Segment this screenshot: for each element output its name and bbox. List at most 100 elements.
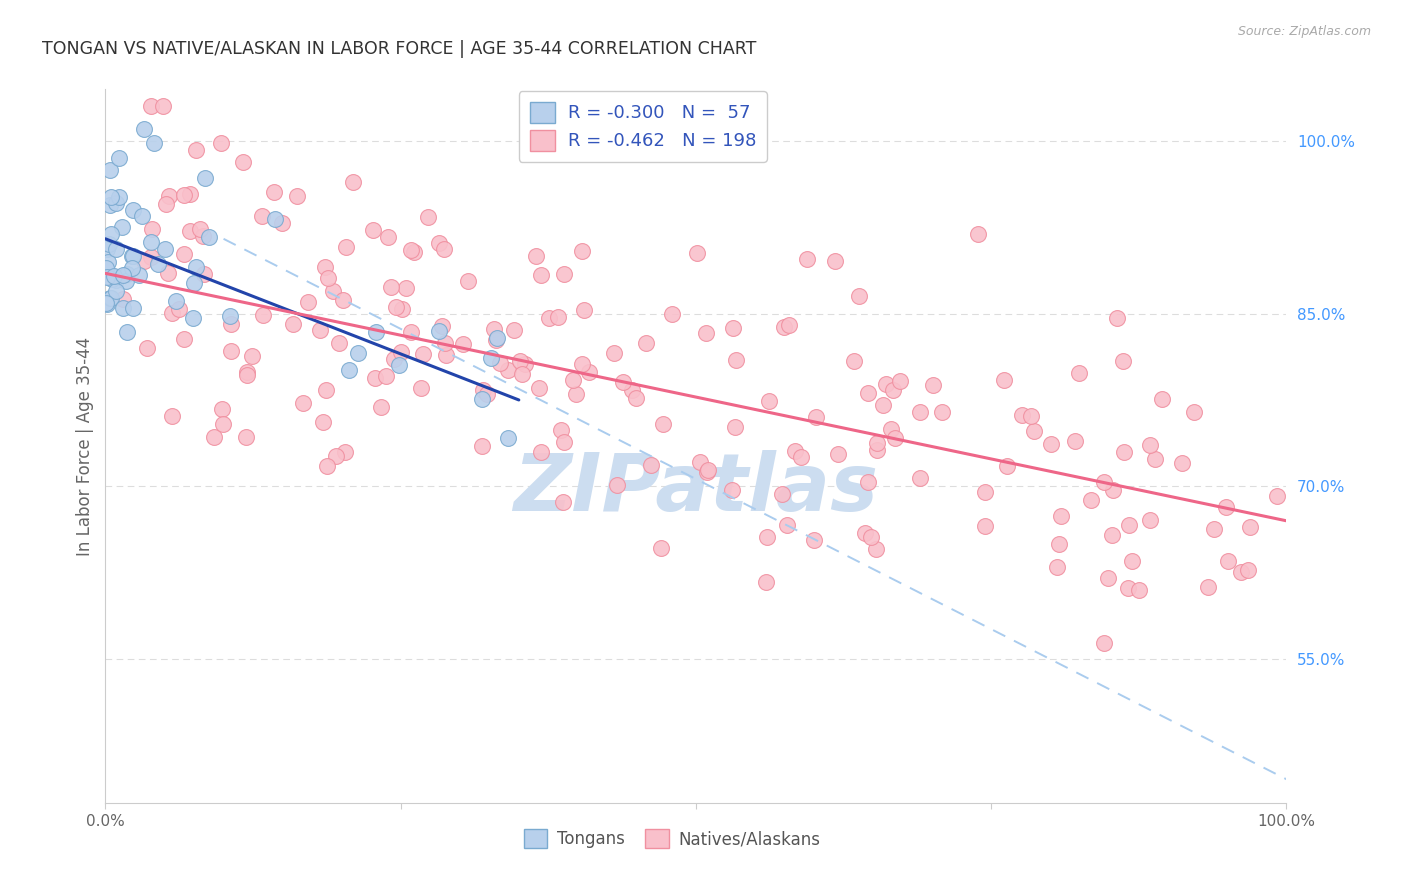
Point bbox=[1021, 409, 1043, 423]
Point bbox=[427, 324, 450, 338]
Point bbox=[412, 347, 434, 361]
Point bbox=[574, 303, 596, 318]
Point bbox=[842, 354, 865, 368]
Point bbox=[186, 143, 208, 157]
Point bbox=[724, 420, 747, 434]
Point bbox=[139, 235, 162, 249]
Point bbox=[117, 325, 139, 339]
Point bbox=[328, 336, 350, 351]
Point bbox=[1197, 580, 1219, 594]
Point bbox=[335, 445, 357, 459]
Point bbox=[796, 252, 818, 267]
Point bbox=[758, 393, 780, 408]
Point bbox=[889, 375, 911, 389]
Point bbox=[98, 237, 121, 252]
Point bbox=[96, 269, 118, 284]
Point bbox=[547, 310, 569, 325]
Point bbox=[721, 321, 744, 335]
Point bbox=[152, 99, 174, 113]
Point bbox=[931, 405, 953, 419]
Point bbox=[1069, 366, 1091, 380]
Point bbox=[221, 317, 243, 331]
Point bbox=[193, 267, 215, 281]
Point bbox=[416, 211, 439, 225]
Point bbox=[848, 289, 870, 303]
Point bbox=[553, 495, 575, 509]
Point bbox=[650, 541, 672, 555]
Point bbox=[686, 246, 709, 260]
Point bbox=[530, 445, 553, 459]
Point bbox=[391, 301, 413, 316]
Point bbox=[824, 253, 846, 268]
Point bbox=[399, 243, 422, 257]
Point bbox=[578, 365, 600, 379]
Point bbox=[173, 188, 195, 202]
Point bbox=[856, 475, 879, 489]
Point bbox=[337, 362, 360, 376]
Point bbox=[1139, 512, 1161, 526]
Point bbox=[111, 219, 134, 234]
Point bbox=[252, 308, 274, 322]
Point bbox=[1171, 456, 1194, 470]
Point bbox=[100, 162, 122, 177]
Point bbox=[1022, 424, 1045, 438]
Point bbox=[105, 284, 128, 298]
Point bbox=[565, 386, 588, 401]
Point bbox=[134, 122, 156, 136]
Point bbox=[485, 334, 508, 348]
Text: TONGAN VS NATIVE/ALASKAN IN LABOR FORCE | AGE 35-44 CORRELATION CHART: TONGAN VS NATIVE/ALASKAN IN LABOR FORCE … bbox=[42, 40, 756, 58]
Point bbox=[537, 310, 560, 325]
Point bbox=[910, 405, 932, 419]
Point bbox=[121, 249, 143, 263]
Point bbox=[188, 222, 211, 236]
Point bbox=[115, 267, 138, 281]
Point bbox=[785, 443, 807, 458]
Point bbox=[263, 185, 285, 199]
Point bbox=[236, 365, 259, 379]
Y-axis label: In Labor Force | Age 35-44: In Labor Force | Age 35-44 bbox=[76, 336, 94, 556]
Point bbox=[860, 531, 883, 545]
Point bbox=[1080, 493, 1102, 508]
Point bbox=[770, 487, 793, 501]
Point bbox=[621, 383, 644, 397]
Point bbox=[553, 267, 575, 281]
Point bbox=[395, 281, 418, 295]
Point bbox=[315, 459, 337, 474]
Point bbox=[1101, 527, 1123, 541]
Point bbox=[1092, 635, 1115, 649]
Point bbox=[148, 257, 170, 271]
Point bbox=[882, 383, 904, 397]
Point bbox=[121, 261, 143, 276]
Point bbox=[471, 383, 494, 397]
Point bbox=[973, 519, 995, 533]
Text: ZIPatlas: ZIPatlas bbox=[513, 450, 879, 528]
Point bbox=[366, 325, 388, 339]
Point bbox=[235, 429, 257, 443]
Point bbox=[240, 349, 263, 363]
Point bbox=[122, 301, 145, 315]
Point bbox=[100, 291, 122, 305]
Point bbox=[184, 260, 207, 275]
Point bbox=[156, 266, 179, 280]
Point bbox=[640, 458, 662, 472]
Point bbox=[105, 196, 128, 211]
Point bbox=[385, 300, 408, 314]
Point bbox=[111, 268, 134, 282]
Point bbox=[475, 386, 498, 401]
Point bbox=[100, 227, 122, 241]
Point bbox=[155, 196, 177, 211]
Point bbox=[325, 449, 347, 463]
Point bbox=[1215, 500, 1237, 514]
Text: Source: ZipAtlas.com: Source: ZipAtlas.com bbox=[1237, 25, 1371, 38]
Point bbox=[883, 430, 905, 444]
Point bbox=[856, 385, 879, 400]
Point bbox=[1116, 581, 1139, 595]
Point bbox=[97, 255, 120, 269]
Point bbox=[179, 223, 201, 237]
Point bbox=[1011, 408, 1033, 422]
Point bbox=[776, 517, 799, 532]
Point bbox=[209, 136, 232, 150]
Point bbox=[470, 392, 492, 407]
Point bbox=[804, 410, 827, 425]
Point bbox=[264, 211, 287, 226]
